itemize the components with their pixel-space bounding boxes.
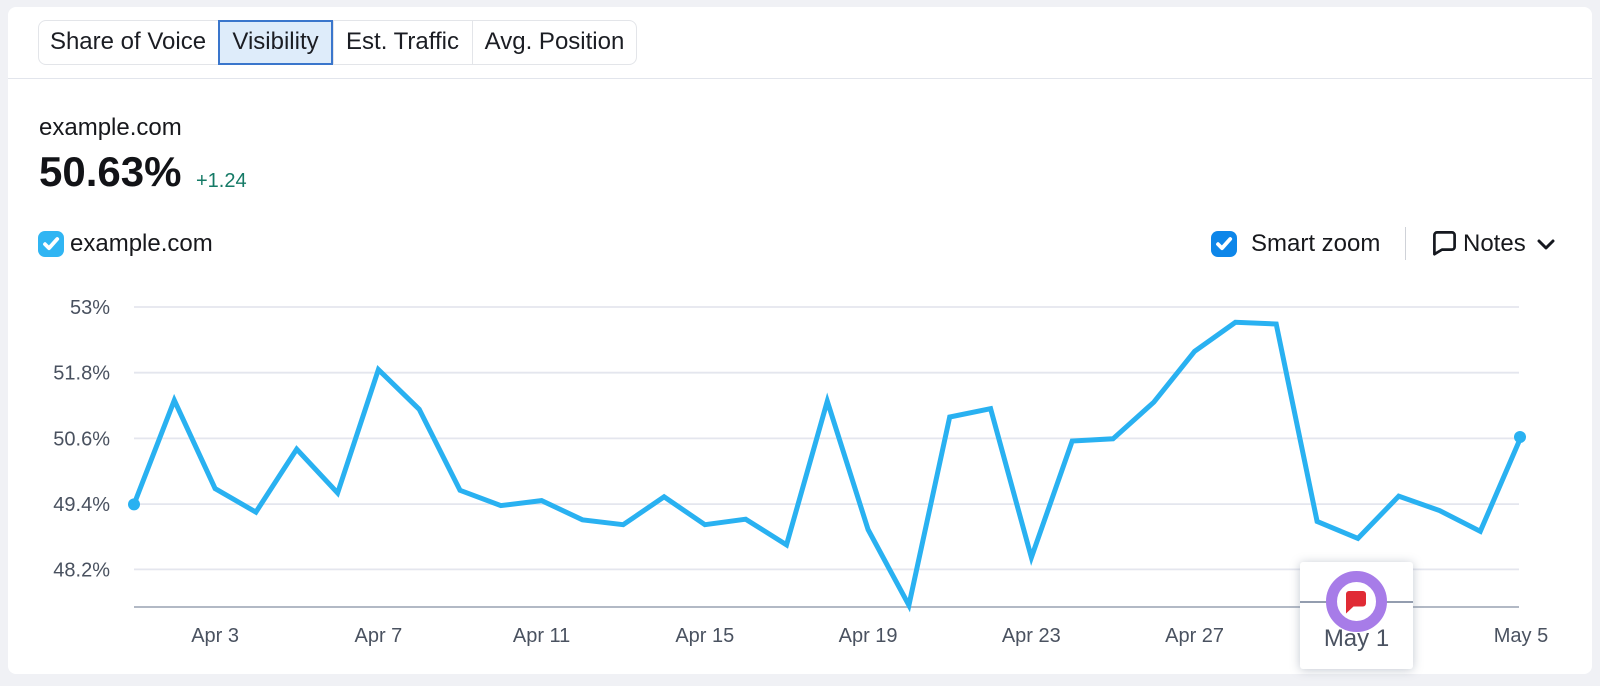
svg-text:53%: 53% [70,297,110,319]
svg-text:Apr 7: Apr 7 [354,625,402,647]
svg-text:Apr 11: Apr 11 [513,625,570,647]
svg-text:48.2%: 48.2% [53,559,110,581]
svg-text:Apr 15: Apr 15 [675,625,734,647]
svg-text:50.6%: 50.6% [53,428,110,450]
svg-text:49.4%: 49.4% [53,494,110,516]
svg-text:May 5: May 5 [1494,625,1548,647]
svg-text:Apr 23: Apr 23 [1002,625,1061,647]
svg-text:Apr 19: Apr 19 [839,625,898,647]
svg-text:51.8%: 51.8% [53,363,110,385]
svg-text:Apr 27: Apr 27 [1165,625,1224,647]
svg-text:Apr 3: Apr 3 [191,625,239,647]
